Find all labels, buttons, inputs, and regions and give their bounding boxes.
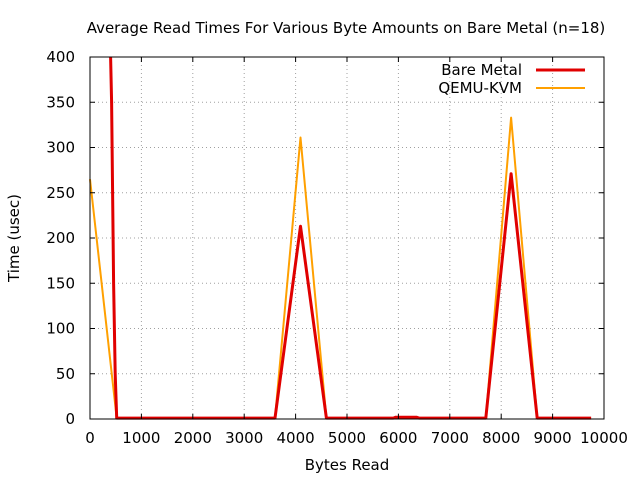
x-axis-label: Bytes Read bbox=[305, 456, 390, 474]
x-tick-label: 3000 bbox=[225, 429, 263, 447]
series-line-bare-metal bbox=[109, 56, 592, 420]
chart-title: Average Read Times For Various Byte Amou… bbox=[87, 19, 606, 37]
y-tick-label: 250 bbox=[46, 184, 75, 202]
axis-ticks: 0 1000 2000 3000 4000 5000 6000 7000 8000 9000 100… bbox=[46, 48, 628, 447]
y-tick-label: 0 bbox=[65, 410, 75, 428]
x-tick-label: 1000 bbox=[122, 429, 160, 447]
x-tick-label: 9000 bbox=[534, 429, 572, 447]
legend-label: QEMU-KVM bbox=[438, 79, 522, 97]
y-tick-label: 400 bbox=[46, 48, 75, 66]
x-tick-label: 2000 bbox=[174, 429, 212, 447]
x-tick-label: 6000 bbox=[379, 429, 417, 447]
y-tick-label: 200 bbox=[46, 229, 75, 247]
x-tick-label: 7000 bbox=[431, 429, 469, 447]
x-tick-label: 5000 bbox=[328, 429, 366, 447]
x-tick-label: 8000 bbox=[482, 429, 520, 447]
series-line-qemu-kvm bbox=[89, 116, 592, 420]
y-tick-label: 350 bbox=[46, 93, 75, 111]
x-tick-label: 0 bbox=[85, 429, 95, 447]
grid bbox=[90, 57, 604, 419]
y-tick-label: 100 bbox=[46, 320, 75, 338]
y-tick-label: 50 bbox=[56, 365, 75, 383]
x-tick-label: 10000 bbox=[580, 429, 628, 447]
y-tick-label: 300 bbox=[46, 139, 75, 157]
series-lines bbox=[89, 56, 592, 420]
y-axis-label: Time (usec) bbox=[5, 194, 23, 283]
legend-label: Bare Metal bbox=[441, 61, 522, 79]
y-tick-label: 150 bbox=[46, 274, 75, 292]
x-tick-label: 4000 bbox=[277, 429, 315, 447]
